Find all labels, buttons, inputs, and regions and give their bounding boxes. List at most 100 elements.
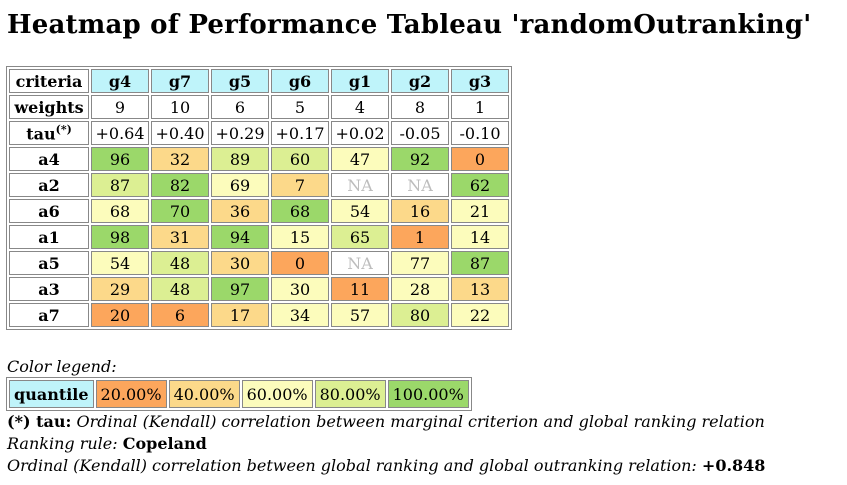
heatmap-cell: 22 xyxy=(451,303,509,327)
correlation-note: Ordinal (Kendall) correlation between gl… xyxy=(7,456,765,475)
criterion-g5: g5 xyxy=(211,69,269,93)
heatmap-cell: 60 xyxy=(271,147,329,171)
color-legend: quantile 20.00% 40.00% 60.00% 80.00% 100.00% xyxy=(6,377,472,411)
heatmap-table: criteria g4 g7 g5 g6 g1 g2 g3 weights 9 10 6 5 4 8 1… xyxy=(6,66,512,330)
page-title: Heatmap of Performance Tableau 'randomOu… xyxy=(7,10,812,40)
criteria-header: criteria xyxy=(9,69,89,93)
heatmap-cell: 98 xyxy=(91,225,149,249)
weight-cell: 10 xyxy=(151,95,209,119)
weight-cell: 9 xyxy=(91,95,149,119)
heatmap-cell: 6 xyxy=(151,303,209,327)
heatmap-cell: 62 xyxy=(451,173,509,197)
heatmap-cell: 36 xyxy=(211,199,269,223)
alternative-row: a6 68 70 36 68 54 16 21 xyxy=(9,199,509,223)
alternative-label: a2 xyxy=(9,173,89,197)
criterion-g6: g6 xyxy=(271,69,329,93)
alternative-row: a4 96 32 89 60 47 92 0 xyxy=(9,147,509,171)
heatmap-cell: 70 xyxy=(151,199,209,223)
heatmap-cell: 17 xyxy=(211,303,269,327)
heatmap-cell: 20 xyxy=(91,303,149,327)
legend-swatch: 80.00% xyxy=(314,380,386,408)
weight-cell: 4 xyxy=(331,95,389,119)
heatmap-cell: 80 xyxy=(391,303,449,327)
heatmap-cell: 1 xyxy=(391,225,449,249)
heatmap-cell: 34 xyxy=(271,303,329,327)
weights-row: weights 9 10 6 5 4 8 1 xyxy=(9,95,509,119)
tau-footnote-marker: (*) xyxy=(55,122,72,136)
heatmap-cell: 92 xyxy=(391,147,449,171)
tau-cell: +0.29 xyxy=(211,121,269,145)
criterion-g4: g4 xyxy=(91,69,149,93)
tau-cell: -0.05 xyxy=(391,121,449,145)
weight-cell: 8 xyxy=(391,95,449,119)
tau-cell: -0.10 xyxy=(451,121,509,145)
tau-footnote-marker-text: (*) tau: xyxy=(7,412,72,431)
heatmap-cell: 57 xyxy=(331,303,389,327)
ranking-rule-label: Ranking rule: xyxy=(7,434,123,453)
tau-cell: +0.17 xyxy=(271,121,329,145)
heatmap-cell: 32 xyxy=(151,147,209,171)
heatmap-cell: 87 xyxy=(91,173,149,197)
tau-cell: +0.40 xyxy=(151,121,209,145)
weight-cell: 6 xyxy=(211,95,269,119)
alternative-label: a3 xyxy=(9,277,89,301)
heatmap-cell: 77 xyxy=(391,251,449,275)
heatmap-cell: 69 xyxy=(211,173,269,197)
heatmap-cell: 0 xyxy=(271,251,329,275)
legend-row: quantile 20.00% 40.00% 60.00% 80.00% 100.00% xyxy=(9,380,469,408)
heatmap-cell: NA xyxy=(391,173,449,197)
weight-cell: 1 xyxy=(451,95,509,119)
tau-cell: +0.02 xyxy=(331,121,389,145)
heatmap-cell: 16 xyxy=(391,199,449,223)
criterion-g7: g7 xyxy=(151,69,209,93)
heatmap-cell: 94 xyxy=(211,225,269,249)
heatmap-cell: 13 xyxy=(451,277,509,301)
heatmap-cell: 68 xyxy=(91,199,149,223)
alternative-label: a5 xyxy=(9,251,89,275)
alternative-label: a6 xyxy=(9,199,89,223)
legend-swatch: 40.00% xyxy=(168,380,240,408)
alternative-label: a1 xyxy=(9,225,89,249)
alternative-row: a5 54 48 30 0 NA 77 87 xyxy=(9,251,509,275)
criterion-g2: g2 xyxy=(391,69,449,93)
tau-label: tau xyxy=(26,124,56,144)
heatmap-cell: 30 xyxy=(211,251,269,275)
heatmap-cell: 65 xyxy=(331,225,389,249)
heatmap-cell: 15 xyxy=(271,225,329,249)
ranking-rule: Ranking rule: Copeland xyxy=(7,434,207,453)
heatmap-cell: 0 xyxy=(451,147,509,171)
legend-swatch: 60.00% xyxy=(241,380,313,408)
heatmap-cell: 48 xyxy=(151,251,209,275)
heatmap-cell: 68 xyxy=(271,199,329,223)
ranking-rule-value: Copeland xyxy=(122,434,207,453)
alternative-row: a2 87 82 69 7 NA NA 62 xyxy=(9,173,509,197)
heatmap-cell: 28 xyxy=(391,277,449,301)
heatmap-cell: 97 xyxy=(211,277,269,301)
weight-cell: 5 xyxy=(271,95,329,119)
heatmap-cell: 54 xyxy=(91,251,149,275)
tau-row: tau(*) +0.64 +0.40 +0.29 +0.17 +0.02 -0.05 -0.… xyxy=(9,121,509,145)
legend-swatch: 100.00% xyxy=(387,380,469,408)
criteria-row: criteria g4 g7 g5 g6 g1 g2 g3 xyxy=(9,69,509,93)
weights-header: weights xyxy=(9,95,89,119)
criterion-g1: g1 xyxy=(331,69,389,93)
criterion-g3: g3 xyxy=(451,69,509,93)
heatmap-cell: 87 xyxy=(451,251,509,275)
heatmap-cell: NA xyxy=(331,251,389,275)
heatmap-cell: 21 xyxy=(451,199,509,223)
heatmap-cell: 82 xyxy=(151,173,209,197)
heatmap-cell: 96 xyxy=(91,147,149,171)
alternative-label: a7 xyxy=(9,303,89,327)
heatmap-cell: 47 xyxy=(331,147,389,171)
heatmap-cell: 31 xyxy=(151,225,209,249)
heatmap-cell: NA xyxy=(331,173,389,197)
heatmap-cell: 30 xyxy=(271,277,329,301)
alternative-row: a7 20 6 17 34 57 80 22 xyxy=(9,303,509,327)
tau-footnote-text: Ordinal (Kendall) correlation between ma… xyxy=(71,412,765,431)
heatmap-cell: 11 xyxy=(331,277,389,301)
tau-footnote: (*) tau: Ordinal (Kendall) correlation b… xyxy=(7,412,765,431)
color-legend-title: Color legend: xyxy=(7,357,117,376)
heatmap-cell: 29 xyxy=(91,277,149,301)
alternative-label: a4 xyxy=(9,147,89,171)
legend-label: quantile xyxy=(9,380,94,408)
